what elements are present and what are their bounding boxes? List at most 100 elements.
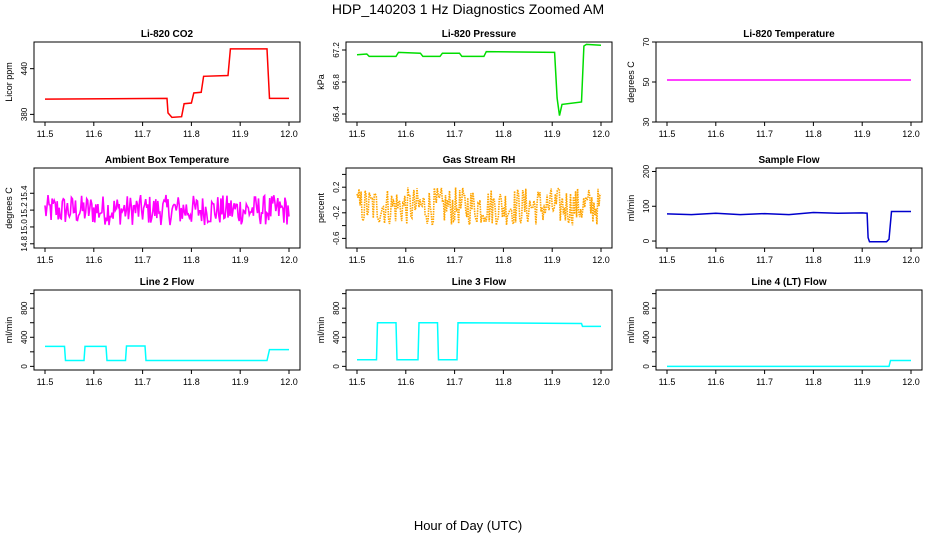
x-axis-label: Hour of Day (UTC) xyxy=(413,518,523,533)
x-tick-label: 11.8 xyxy=(183,255,200,265)
x-tick-label: 11.7 xyxy=(446,255,463,265)
plot-frame xyxy=(33,289,301,371)
y-tick-label: 800 xyxy=(642,301,651,315)
x-tick-label: 11.6 xyxy=(707,129,724,139)
x-tick-label: 12.0 xyxy=(592,129,610,139)
series-line xyxy=(356,43,602,116)
x-tick-label: 11.8 xyxy=(805,377,822,387)
y-tick-label: 50 xyxy=(642,77,651,86)
y-tick-label: 30 xyxy=(642,117,651,126)
panel-title: Li-820 CO2 xyxy=(141,29,194,40)
panel-title: Ambient Box Temperature xyxy=(105,155,230,166)
series-line xyxy=(356,187,602,227)
plot-frame xyxy=(33,41,301,123)
y-tick-label: 0 xyxy=(20,364,29,369)
page-title: HDP_140203 1 Hz Diagnostics Zoomed AM xyxy=(331,1,605,17)
y-tick-label: 0 xyxy=(642,238,651,243)
y-tick-label: 0 xyxy=(332,364,341,369)
x-tick-label: 11.7 xyxy=(134,129,151,139)
y-tick-label: -0.2 xyxy=(332,205,341,219)
y-tick-label: 800 xyxy=(332,301,341,315)
y-axis-label: ml/min xyxy=(626,195,636,222)
x-tick-label: 11.9 xyxy=(544,255,561,265)
panel-1: Li-820 CO2 11.5 11.6 11.7 11.8 11.9 12.0 380 440… xyxy=(4,29,301,139)
panel-3: Li-820 Temperature 11.5 11.6 11.7 11.8 11.9 12… xyxy=(626,29,923,139)
panel-9: Line 4 (LT) Flow 11.5 11.6 11.7 11.8 11.9 12.0… xyxy=(626,277,923,387)
x-tick-label: 11.6 xyxy=(707,255,724,265)
x-tick-label: 11.6 xyxy=(397,255,414,265)
x-tick-label: 11.7 xyxy=(446,129,463,139)
x-tick-label: 11.9 xyxy=(232,377,249,387)
series-line xyxy=(44,193,290,226)
x-tick-label: 11.9 xyxy=(232,129,249,139)
plot-frame xyxy=(655,289,923,371)
series-line xyxy=(357,321,601,361)
x-tick-label: 11.6 xyxy=(85,377,102,387)
panel-8: Line 3 Flow 11.5 11.6 11.7 11.8 11.9 12.0 0 400 8… xyxy=(316,277,613,387)
x-tick-label: 11.8 xyxy=(495,129,512,139)
x-tick-label: 11.8 xyxy=(495,255,512,265)
x-tick-label: 12.0 xyxy=(902,377,920,387)
panel-title: Line 4 (LT) Flow xyxy=(751,277,827,288)
y-tick-label: 400 xyxy=(20,330,29,344)
y-tick-label: 15.4 xyxy=(20,185,29,201)
x-tick-label: 11.5 xyxy=(659,377,676,387)
series-line xyxy=(44,48,289,119)
y-tick-label: 400 xyxy=(332,330,341,344)
x-tick-label: 11.5 xyxy=(37,377,54,387)
y-tick-label: 15.2 xyxy=(20,202,29,218)
x-tick-label: 11.9 xyxy=(854,129,871,139)
y-tick-label: 0 xyxy=(642,364,651,369)
series-line xyxy=(666,210,911,243)
x-tick-label: 11.6 xyxy=(397,129,414,139)
y-tick-label: 100 xyxy=(642,199,651,213)
x-tick-label: 11.8 xyxy=(183,129,200,139)
panel-5: Gas Stream RH 11.5 11.6 11.7 11.8 11.9 12.0 -0.… xyxy=(316,155,613,265)
y-axis-label: kPa xyxy=(316,74,326,90)
panel-7: Line 2 Flow 11.5 11.6 11.7 11.8 11.9 12.0 0 400 8… xyxy=(4,277,301,387)
x-tick-label: 11.5 xyxy=(37,129,54,139)
x-tick-label: 11.8 xyxy=(805,255,822,265)
x-tick-label: 11.6 xyxy=(707,377,724,387)
y-tick-label: 66.4 xyxy=(332,106,341,122)
x-tick-label: 11.5 xyxy=(349,129,366,139)
panel-title: Line 3 Flow xyxy=(452,277,507,288)
plot-frame xyxy=(33,167,301,249)
x-tick-label: 11.7 xyxy=(756,377,773,387)
x-tick-label: 11.5 xyxy=(349,255,366,265)
panel-title: Line 2 Flow xyxy=(140,277,195,288)
y-tick-label: -0.6 xyxy=(332,231,341,245)
y-tick-label: 380 xyxy=(20,107,29,121)
y-axis-label: ml/min xyxy=(626,317,636,344)
plot-frame xyxy=(345,167,613,249)
y-tick-label: 800 xyxy=(20,301,29,315)
x-tick-label: 12.0 xyxy=(592,377,610,387)
y-tick-label: 70 xyxy=(642,37,651,46)
panel-title: Sample Flow xyxy=(758,155,819,166)
y-tick-label: 200 xyxy=(642,164,651,178)
x-tick-label: 11.8 xyxy=(805,129,822,139)
plot-frame xyxy=(655,167,923,249)
x-tick-label: 11.6 xyxy=(397,377,414,387)
x-tick-label: 11.7 xyxy=(756,255,773,265)
x-tick-label: 12.0 xyxy=(902,255,920,265)
panel-4: Ambient Box Temperature 11.5 11.6 11.7 11.8 1… xyxy=(4,155,301,265)
y-axis-label: percent xyxy=(316,192,326,223)
plot-frame xyxy=(655,41,923,123)
y-axis-label: degrees C xyxy=(626,61,636,103)
series-line xyxy=(667,359,911,368)
y-axis-label: ml/min xyxy=(4,317,14,344)
y-tick-label: 0.2 xyxy=(332,181,341,193)
x-tick-label: 11.5 xyxy=(659,255,676,265)
y-tick-label: 440 xyxy=(20,61,29,75)
x-tick-label: 12.0 xyxy=(592,255,610,265)
plot-frame xyxy=(345,289,613,371)
x-tick-label: 12.0 xyxy=(902,129,920,139)
plot-frame xyxy=(345,41,613,123)
x-tick-label: 11.5 xyxy=(349,377,366,387)
x-tick-label: 11.7 xyxy=(134,377,151,387)
x-tick-label: 11.5 xyxy=(37,255,54,265)
x-tick-label: 11.7 xyxy=(134,255,151,265)
y-tick-label: 400 xyxy=(642,330,651,344)
